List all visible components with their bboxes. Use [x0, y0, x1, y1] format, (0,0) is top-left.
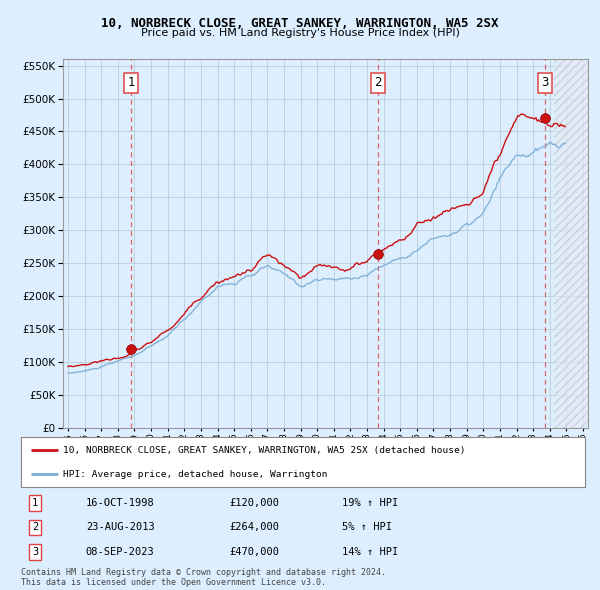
- Text: Price paid vs. HM Land Registry's House Price Index (HPI): Price paid vs. HM Land Registry's House …: [140, 28, 460, 38]
- Text: 3: 3: [32, 547, 38, 557]
- Text: £470,000: £470,000: [230, 547, 280, 557]
- Text: Contains HM Land Registry data © Crown copyright and database right 2024.: Contains HM Land Registry data © Crown c…: [21, 568, 386, 576]
- Text: £264,000: £264,000: [230, 523, 280, 532]
- Text: £120,000: £120,000: [230, 498, 280, 508]
- Text: 16-OCT-1998: 16-OCT-1998: [86, 498, 155, 508]
- Text: 23-AUG-2013: 23-AUG-2013: [86, 523, 155, 532]
- Text: 1: 1: [127, 77, 135, 90]
- Text: 5% ↑ HPI: 5% ↑ HPI: [343, 523, 392, 532]
- Text: This data is licensed under the Open Government Licence v3.0.: This data is licensed under the Open Gov…: [21, 578, 326, 587]
- Text: 2: 2: [374, 77, 382, 90]
- Text: 1: 1: [32, 498, 38, 508]
- Text: 19% ↑ HPI: 19% ↑ HPI: [343, 498, 399, 508]
- Text: 08-SEP-2023: 08-SEP-2023: [86, 547, 155, 557]
- Bar: [554, 59, 588, 428]
- Text: 10, NORBRECK CLOSE, GREAT SANKEY, WARRINGTON, WA5 2SX (detached house): 10, NORBRECK CLOSE, GREAT SANKEY, WARRIN…: [64, 445, 466, 455]
- Bar: [554, 59, 588, 428]
- Text: 3: 3: [541, 77, 548, 90]
- Text: 10, NORBRECK CLOSE, GREAT SANKEY, WARRINGTON, WA5 2SX: 10, NORBRECK CLOSE, GREAT SANKEY, WARRIN…: [101, 17, 499, 30]
- Text: HPI: Average price, detached house, Warrington: HPI: Average price, detached house, Warr…: [64, 470, 328, 478]
- Text: 14% ↑ HPI: 14% ↑ HPI: [343, 547, 399, 557]
- Text: 2: 2: [32, 523, 38, 532]
